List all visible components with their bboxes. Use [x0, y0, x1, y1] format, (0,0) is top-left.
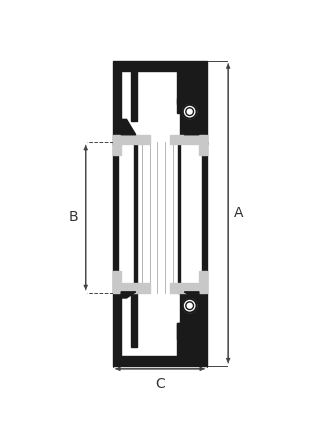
- Bar: [199, 144, 207, 155]
- Bar: [199, 71, 207, 144]
- Bar: [134, 142, 136, 292]
- Bar: [177, 71, 199, 104]
- Bar: [113, 283, 150, 292]
- Text: B: B: [69, 210, 78, 224]
- Circle shape: [183, 105, 197, 119]
- Polygon shape: [184, 292, 199, 298]
- Bar: [180, 292, 199, 323]
- Bar: [178, 142, 180, 292]
- Circle shape: [186, 108, 193, 116]
- Bar: [131, 71, 136, 121]
- Bar: [202, 142, 207, 292]
- Bar: [177, 323, 180, 339]
- Bar: [199, 292, 207, 356]
- Text: A: A: [233, 206, 243, 220]
- Bar: [113, 271, 121, 282]
- Polygon shape: [121, 120, 136, 135]
- Bar: [170, 283, 207, 292]
- Circle shape: [186, 302, 193, 310]
- Bar: [170, 135, 207, 144]
- Bar: [177, 322, 199, 356]
- Text: C: C: [155, 377, 165, 390]
- Bar: [131, 292, 136, 347]
- Bar: [177, 98, 180, 113]
- Polygon shape: [184, 120, 199, 135]
- Bar: [113, 135, 150, 144]
- Bar: [113, 142, 118, 292]
- Bar: [113, 61, 207, 71]
- Circle shape: [183, 299, 197, 313]
- Bar: [113, 71, 121, 144]
- Bar: [113, 292, 121, 356]
- Bar: [113, 144, 121, 155]
- Polygon shape: [121, 292, 136, 298]
- Bar: [180, 104, 199, 135]
- Bar: [199, 271, 207, 282]
- Bar: [113, 356, 207, 366]
